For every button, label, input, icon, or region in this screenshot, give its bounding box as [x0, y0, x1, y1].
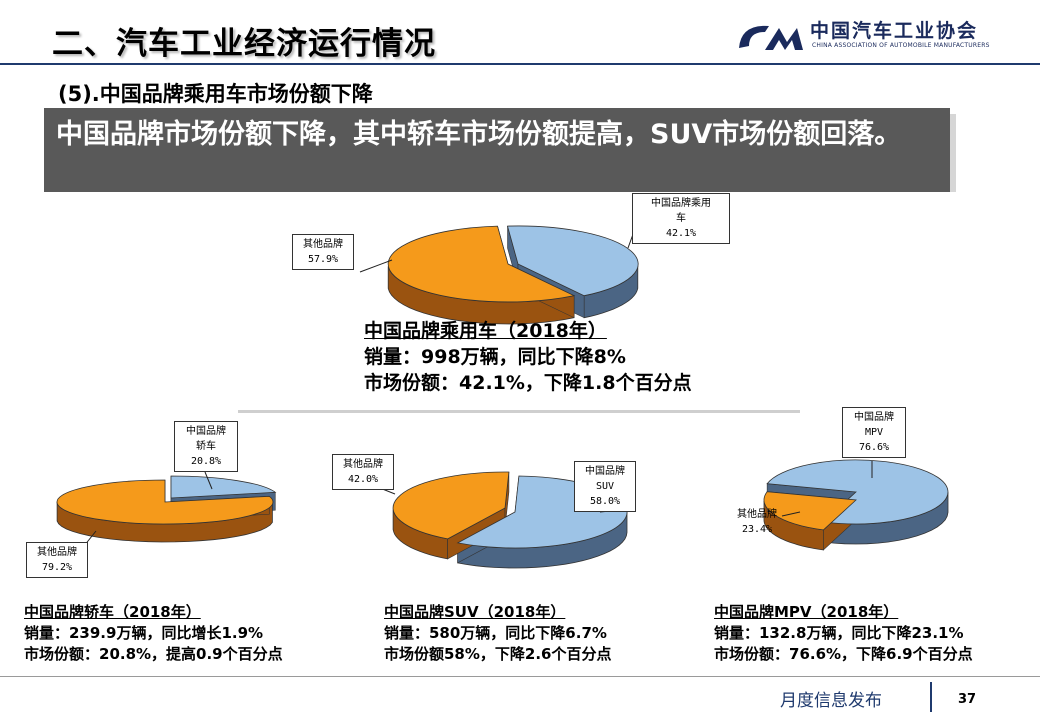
- desc-line: 市场份额：42.1%，下降1.8个百分点: [364, 372, 692, 394]
- label-c3-chinese: 中国品牌 SUV 58.0%: [574, 461, 636, 512]
- summary-text: 中国品牌市场份额下降，其中轿车市场份额提高，SUV市场份额回落。: [56, 119, 902, 150]
- label-c2-other: 其他品牌 79.2%: [26, 542, 88, 578]
- logo-icon: [739, 25, 803, 50]
- label-c4-other: 其他品牌 23.4%: [737, 509, 777, 535]
- pie-chart-1: [387, 225, 639, 325]
- desc-title: 中国品牌MPV（2018年）: [714, 603, 899, 621]
- desc-title: 中国品牌SUV（2018年）: [384, 603, 566, 621]
- desc-mpv: 中国品牌MPV（2018年） 销量：132.8万辆，同比下降23.1% 市场份额…: [714, 602, 973, 665]
- desc-line: 销量：998万辆，同比下降8%: [364, 346, 626, 368]
- pie-slice: [766, 459, 949, 525]
- section-divider: [238, 410, 800, 413]
- footer-rule: [0, 676, 1040, 677]
- label-c1-other: 其他品牌 57.9%: [292, 234, 354, 270]
- pie-slice: [763, 491, 857, 531]
- pie-slice: [392, 471, 510, 540]
- pie-layer: [56, 225, 949, 569]
- desc-line: 市场份额：20.8%，提高0.9个百分点: [24, 645, 283, 663]
- desc-suv: 中国品牌SUV（2018年） 销量：580万辆，同比下降6.7% 市场份额58%…: [384, 602, 611, 665]
- desc-line: 销量：132.8万辆，同比下降23.1%: [714, 624, 964, 642]
- desc-title: 中国品牌乘用车（2018年）: [364, 320, 607, 342]
- pie-slice: [56, 479, 274, 525]
- desc-line: 销量：580万辆，同比下降6.7%: [384, 624, 607, 642]
- label-c4-chinese: 中国品牌 MPV 76.6%: [842, 407, 906, 458]
- leader-line: [781, 511, 801, 517]
- desc-line: 市场份额58%，下降2.6个百分点: [384, 645, 612, 663]
- logo-english: CHINA ASSOCIATION OF AUTOMOBILE MANUFACT…: [812, 42, 990, 49]
- desc-title: 中国品牌轿车（2018年）: [24, 603, 201, 621]
- label-c1-chinese: 中国品牌乘用车 42.1%: [632, 193, 730, 244]
- pie-chart-2: [56, 475, 277, 543]
- label-c2-chinese: 中国品牌 轿车 20.8%: [174, 421, 238, 472]
- leader-line: [204, 471, 213, 490]
- pie-slice: [387, 225, 576, 303]
- desc-line: 市场份额：76.6%，下降6.9个百分点: [714, 645, 973, 663]
- page-number: 37: [958, 692, 977, 707]
- desc-sedan: 中国品牌轿车（2018年） 销量：239.9万辆，同比增长1.9% 市场份额：2…: [24, 602, 283, 665]
- pie-slice: [506, 225, 639, 297]
- pie-slice: [170, 475, 277, 499]
- desc-line: 销量：239.9万辆，同比增长1.9%: [24, 624, 264, 642]
- label-c3-other: 其他品牌 42.0%: [332, 454, 394, 490]
- section-subtitle: (5).中国品牌乘用车市场份额下降: [58, 82, 373, 106]
- header-rule: [0, 63, 1040, 65]
- summary-banner: [44, 108, 950, 192]
- logo-text: 中国汽车工业协会: [810, 20, 979, 42]
- pie-chart-4: [763, 459, 949, 551]
- footer-separator: [930, 682, 932, 712]
- leader-line: [359, 259, 393, 273]
- footer-text: 月度信息发布: [780, 691, 882, 711]
- page-title: 二、汽车工业经济运行情况: [52, 26, 436, 62]
- desc-passenger: 中国品牌乘用车（2018年） 销量：998万辆，同比下降8% 市场份额：42.1…: [364, 318, 692, 396]
